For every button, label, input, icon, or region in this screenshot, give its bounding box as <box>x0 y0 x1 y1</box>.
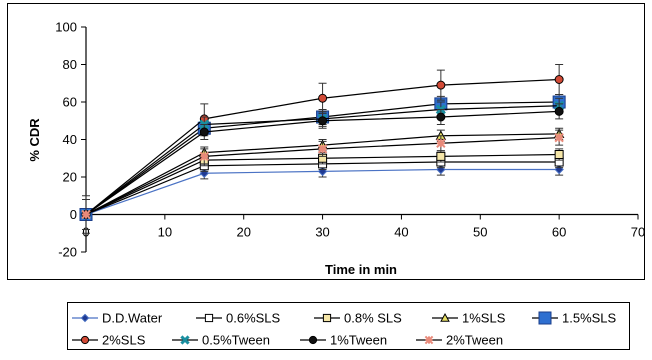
legend-marker <box>180 335 190 345</box>
data-point <box>317 144 328 154</box>
legend-label: 0.6%SLS <box>226 311 281 326</box>
data-point <box>436 112 446 122</box>
legend-box <box>67 302 630 350</box>
data-point <box>554 75 564 84</box>
legend-item: 0.6%SLS <box>196 311 281 326</box>
data-point <box>554 150 564 159</box>
x-tick-label: 40 <box>394 225 408 240</box>
x-tick-label: 10 <box>158 225 172 240</box>
legend-marker <box>322 313 332 323</box>
legend-marker <box>440 313 450 322</box>
legend-marker <box>308 335 318 345</box>
x-tick-label: 60 <box>552 225 566 240</box>
series-9 <box>81 129 564 230</box>
data-point <box>318 116 328 126</box>
y-tick-label: -20 <box>58 245 77 260</box>
y-tick-label: 40 <box>63 132 77 147</box>
legend-item: D.D.Water <box>72 311 163 326</box>
legend-marker-stroke <box>180 335 190 345</box>
legend-label: 1%Tween <box>330 333 387 348</box>
series-group <box>79 64 566 234</box>
data-point <box>199 151 209 162</box>
x-tick-label: 50 <box>473 225 487 240</box>
legend-label: 0.5%Tween <box>202 333 270 348</box>
legend-label: 1%SLS <box>462 311 506 326</box>
data-point <box>436 151 446 161</box>
legend-item: 0.8% SLS <box>314 311 402 326</box>
legend-label: D.D.Water <box>102 311 163 326</box>
legend-marker <box>538 311 552 325</box>
legend-item: 2%SLS <box>72 333 146 348</box>
y-tick-label: 20 <box>63 170 77 185</box>
axes: % CDR Time in min -200204060801000102030… <box>27 20 645 278</box>
legend-marker <box>204 313 214 323</box>
x-tick-label: 30 <box>315 225 329 240</box>
legend-label: 2%SLS <box>102 333 146 348</box>
data-point <box>554 132 564 143</box>
y-axis-label: % CDR <box>27 118 42 162</box>
data-point <box>436 80 446 90</box>
legend-item: 1%Tween <box>300 333 387 348</box>
legend-item: 1.5%SLS <box>532 311 617 326</box>
legend-label: 1.5%SLS <box>562 311 617 326</box>
data-point <box>554 106 564 116</box>
y-tick-label: 60 <box>63 95 77 110</box>
y-tick-label: 100 <box>55 20 77 35</box>
y-tick-label: 0 <box>70 207 77 222</box>
legend-item: 1%SLS <box>432 311 506 326</box>
legend-marker <box>80 313 90 323</box>
data-point <box>199 127 209 137</box>
legend-item: 2%Tween <box>416 333 503 348</box>
x-axis-label: Time in min <box>325 262 397 277</box>
data-point <box>81 209 91 220</box>
y-tick-label: 80 <box>63 57 77 72</box>
data-point <box>436 138 446 148</box>
legend-marker <box>80 335 90 345</box>
x-tick-label: 20 <box>236 225 250 240</box>
legend: D.D.Water 0.6%SLS 0.8% SLS 1%SLS 1.5%SLS 2%SL… <box>67 302 630 350</box>
data-point <box>318 93 328 103</box>
legend-marker <box>424 335 434 345</box>
legend-item: 0.5%Tween <box>172 333 270 348</box>
legend-label: 2%Tween <box>446 333 503 348</box>
legend-label: 0.8% SLS <box>344 311 402 326</box>
x-tick-label: 70 <box>631 225 645 240</box>
